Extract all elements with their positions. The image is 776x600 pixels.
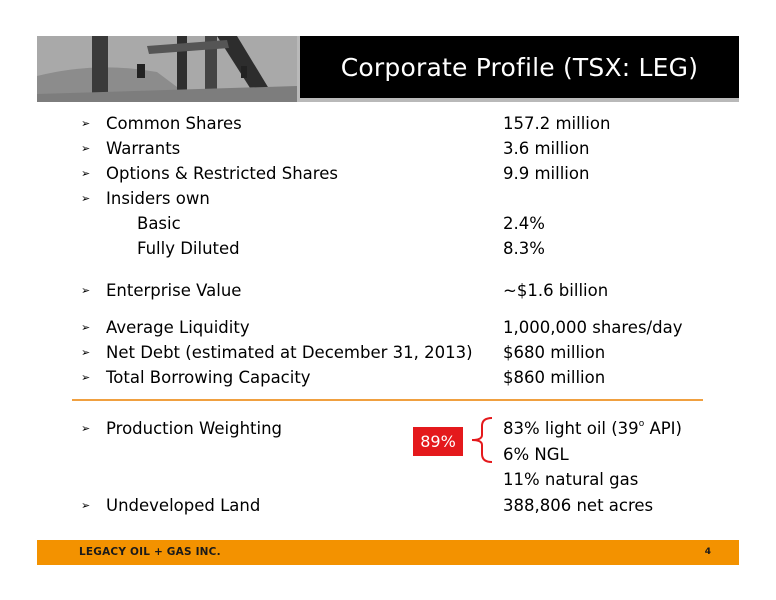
item-value: 11% natural gas (503, 470, 639, 489)
sub-list-item: Basic 2.4% (0, 212, 776, 236)
item-label: Enterprise Value (106, 281, 242, 300)
arrow-bullet-icon: ➢ (81, 499, 91, 512)
item-label: Common Shares (106, 114, 242, 133)
list-item: ➢ Production Weighting 83% light oil (39… (0, 417, 776, 441)
arrow-bullet-icon: ➢ (81, 346, 91, 359)
item-label: Warrants (106, 139, 181, 158)
item-label: Production Weighting (106, 419, 283, 438)
item-value: 157.2 million (503, 114, 611, 133)
list-item: 11% natural gas (0, 468, 776, 492)
sub-list-item: Fully Diluted 8.3% (0, 237, 776, 261)
list-item: ➢ Average Liquidity 1,000,000 shares/day (0, 316, 776, 340)
item-value: 8.3% (503, 239, 545, 258)
arrow-bullet-icon: ➢ (81, 142, 91, 155)
item-label: Fully Diluted (137, 239, 240, 258)
list-item: ➢ Common Shares 157.2 million (0, 112, 776, 136)
item-value: 388,806 net acres (503, 496, 654, 515)
item-value: 3.6 million (503, 139, 590, 158)
arrow-bullet-icon: ➢ (81, 284, 91, 297)
arrow-bullet-icon: ➢ (81, 117, 91, 130)
item-label: Insiders own (106, 189, 210, 208)
callout-badge: 89% (413, 427, 463, 456)
page-number: 4 (704, 547, 711, 557)
item-label: Net Debt (estimated at December 31, 2013… (106, 343, 473, 362)
item-value: ~$1.6 billion (503, 281, 609, 300)
arrow-bullet-icon: ➢ (81, 422, 91, 435)
item-label: Undeveloped Land (106, 496, 261, 515)
item-value: 2.4% (503, 214, 545, 233)
arrow-bullet-icon: ➢ (81, 371, 91, 384)
arrow-bullet-icon: ➢ (81, 167, 91, 180)
item-value: 1,000,000 shares/day (503, 318, 683, 337)
list-item: ➢ Insiders own (0, 187, 776, 211)
value-text: API) (644, 419, 682, 438)
item-label: Basic (137, 214, 181, 233)
item-label: Options & Restricted Shares (106, 164, 338, 183)
arrow-bullet-icon: ➢ (81, 321, 91, 334)
item-value: $860 million (503, 368, 606, 387)
arrow-bullet-icon: ➢ (81, 192, 91, 205)
item-label: Average Liquidity (106, 318, 250, 337)
page-title: Corporate Profile (TSX: LEG) (340, 52, 699, 82)
item-value: 6% NGL (503, 445, 569, 464)
list-item: ➢ Undeveloped Land 388,806 net acres (0, 494, 776, 518)
list-item: 6% NGL (0, 443, 776, 467)
list-item: ➢ Net Debt (estimated at December 31, 20… (0, 341, 776, 365)
degree-superscript: o (638, 419, 645, 429)
list-item: ➢ Total Borrowing Capacity $860 million (0, 366, 776, 390)
value-text: 83% light oil (39 (503, 419, 639, 438)
curly-brace-icon (471, 417, 493, 463)
company-name: LEGACY OIL + GAS INC. (79, 546, 221, 558)
list-item: ➢ Enterprise Value ~$1.6 billion (0, 279, 776, 303)
list-item: ➢ Options & Restricted Shares 9.9 millio… (0, 162, 776, 186)
footer-bar: LEGACY OIL + GAS INC. 4 (37, 540, 739, 565)
item-value: 9.9 million (503, 164, 590, 183)
item-value: 83% light oil (39o API) (503, 417, 682, 441)
list-item: ➢ Warrants 3.6 million (0, 137, 776, 161)
item-label: Total Borrowing Capacity (106, 368, 311, 387)
title-box: Corporate Profile (TSX: LEG) (300, 36, 739, 98)
section-divider (72, 399, 703, 401)
item-value: $680 million (503, 343, 606, 362)
